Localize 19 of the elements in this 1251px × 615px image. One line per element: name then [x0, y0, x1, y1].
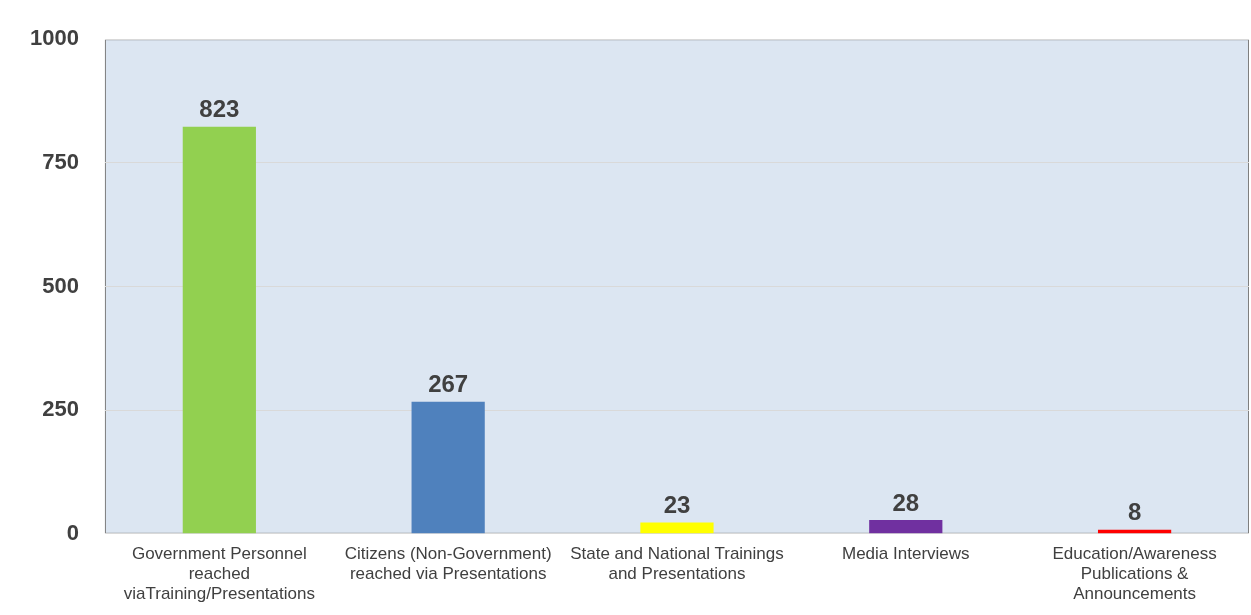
data-label: 23	[663, 491, 691, 519]
y-tick-label: 500	[42, 272, 79, 298]
data-label: 823	[199, 95, 240, 123]
x-tick-label: Education/Awareness Publications & Announcements	[1052, 543, 1217, 604]
x-tick-label: Government Personnel reached viaTraining/Presentations	[123, 543, 315, 604]
x-tick-label: Citizens (Non-Government) reached via Presentations	[344, 543, 552, 584]
y-tick-label: 250	[42, 396, 79, 422]
bar	[182, 126, 256, 534]
x-tick-label: Media Interviews	[842, 543, 970, 563]
bar	[869, 519, 943, 534]
data-label: 28	[892, 488, 920, 516]
bar	[411, 401, 485, 534]
data-label: 8	[1127, 498, 1142, 526]
bar	[640, 522, 714, 534]
y-tick-label: 1000	[29, 25, 79, 51]
y-tick-label: 0	[66, 519, 79, 545]
y-tick-label: 750	[42, 148, 79, 174]
x-tick-label: State and National Trainings and Presentations	[570, 543, 784, 584]
data-label: 267	[428, 370, 469, 398]
